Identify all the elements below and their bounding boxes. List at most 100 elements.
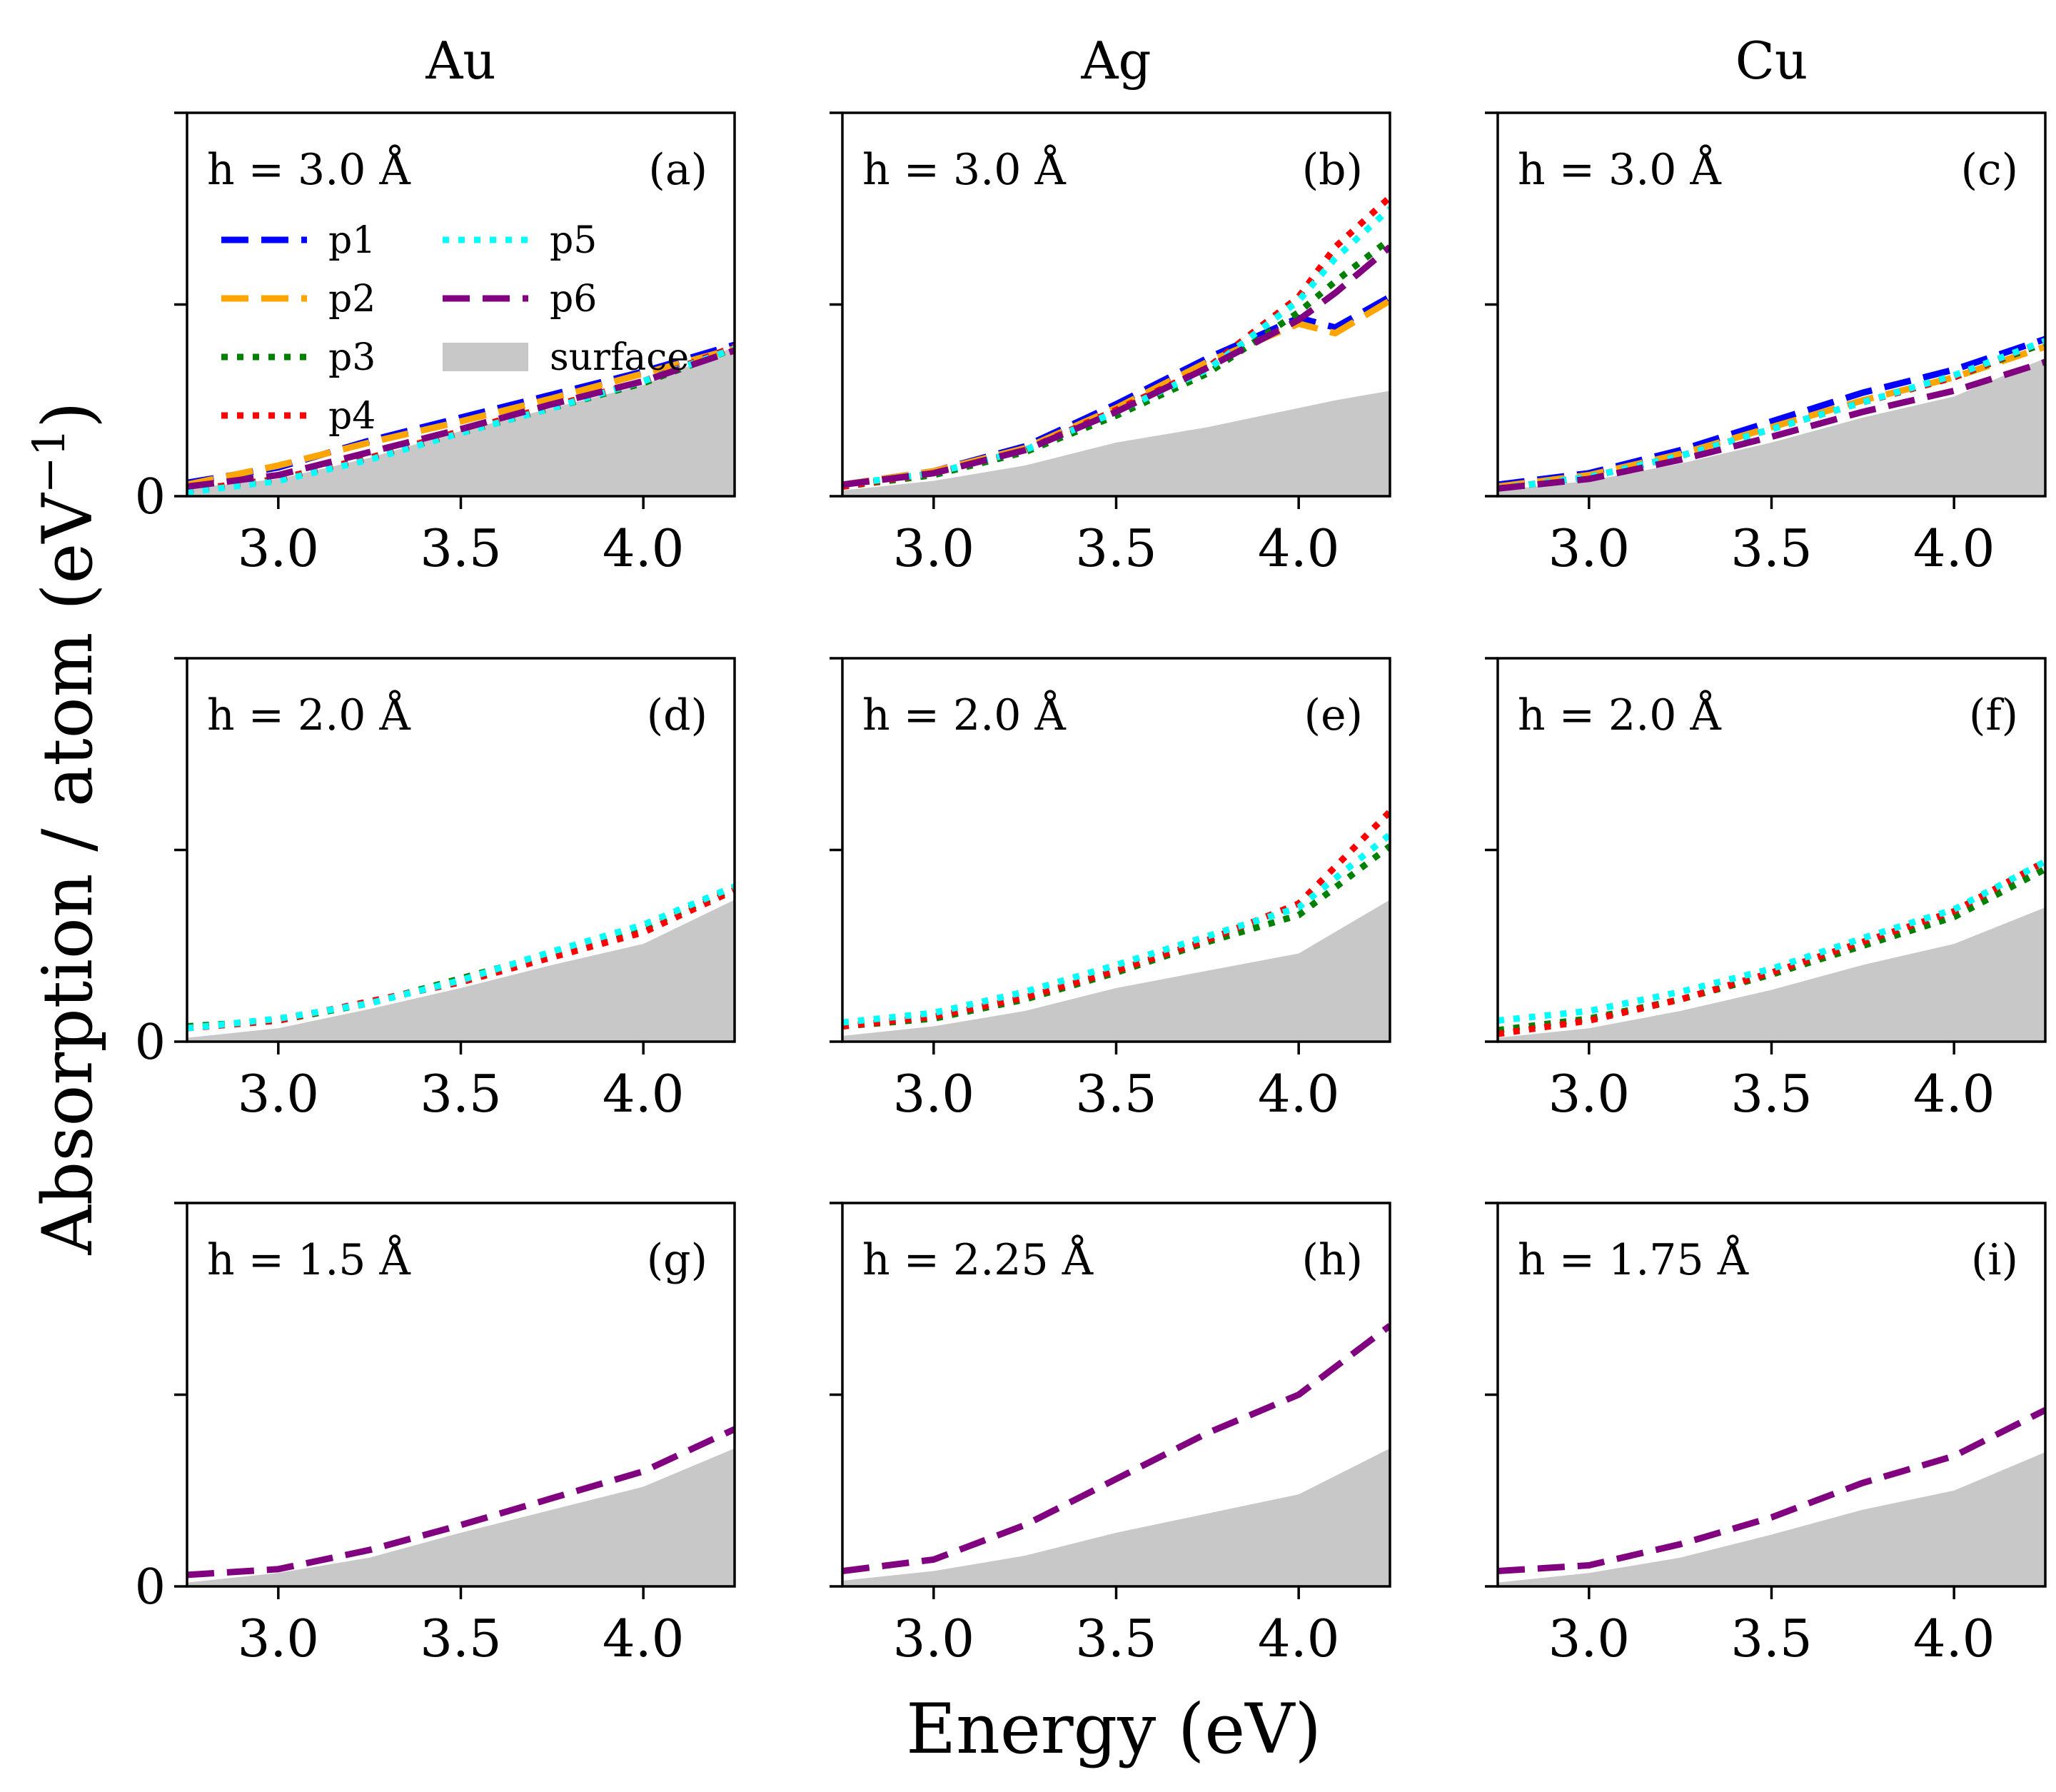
plot-area <box>187 883 735 1042</box>
legend-label-p4: p4 <box>328 395 376 438</box>
x-tick-label: 3.0 <box>1548 1064 1631 1124</box>
plot-area <box>842 194 1390 496</box>
panel-label: (e) <box>1304 690 1363 740</box>
column-title: Au <box>425 31 495 91</box>
height-annotation: h = 2.0 Å <box>207 690 411 740</box>
surface-area <box>1498 358 2045 496</box>
panel-label: (a) <box>648 145 707 195</box>
surface-area <box>1498 907 2045 1042</box>
panels: 0 3.0 3.5 4.0 h = 3.0 Å (a) 3.0 3.5 4.0 h = 3.0 Å… <box>135 111 2047 1668</box>
legend-label-p1: p1 <box>328 219 376 262</box>
legend-label-p2: p2 <box>328 278 376 321</box>
plot-area <box>842 1323 1390 1586</box>
x-tick-label: 3.0 <box>238 1064 320 1124</box>
legend-label-p5: p5 <box>550 219 597 262</box>
panel-f: 3.0 3.5 4.0 h = 2.0 Å (f) <box>1485 657 2047 1124</box>
height-annotation: h = 2.25 Å <box>862 1234 1094 1285</box>
y-axis-label-superscript: −1 <box>23 428 75 493</box>
series-line-p4 <box>842 194 1390 490</box>
plot-area <box>187 1426 735 1586</box>
x-tick-label: 3.0 <box>893 1064 975 1124</box>
x-tick-label: 4.0 <box>603 518 685 578</box>
panel-h: 3.0 3.5 4.0 h = 2.25 Å (h) <box>830 1202 1391 1668</box>
x-tick-label: 3.0 <box>893 1609 975 1668</box>
series-line-p2 <box>842 298 1390 488</box>
legend-swatch-surface <box>443 343 528 371</box>
plot-area <box>1498 336 2045 496</box>
y-axis-label: Absorption / atom (eV−1) <box>23 401 108 1255</box>
panel-e: 3.0 3.5 4.0 h = 2.0 Å (e) <box>830 657 1391 1124</box>
height-annotation: h = 1.75 Å <box>1518 1234 1749 1285</box>
plot-area <box>1498 858 2045 1042</box>
plot-area <box>187 341 735 496</box>
column-titles: Au Ag Cu <box>425 31 1808 91</box>
legend-label-p3: p3 <box>328 336 376 379</box>
series-line-p2 <box>1498 343 2045 490</box>
x-tick-label: 3.5 <box>1075 518 1157 578</box>
series-line-p6 <box>1498 358 2045 492</box>
x-tick-label: 4.0 <box>603 1064 685 1124</box>
series-line-p6 <box>187 1426 735 1579</box>
panel-a: 0 3.0 3.5 4.0 h = 3.0 Å (a) <box>135 111 736 578</box>
x-tick-label: 3.5 <box>420 1609 502 1668</box>
series-line-p6 <box>842 1323 1390 1574</box>
surface-area <box>187 346 735 496</box>
x-tick-label: 3.5 <box>420 1064 502 1124</box>
panel-g: 0 3.0 3.5 4.0 h = 1.5 Å (g) <box>135 1202 736 1668</box>
series-line-p3 <box>842 236 1390 490</box>
panel-label: (d) <box>647 690 707 740</box>
series-line-p3 <box>842 843 1390 1030</box>
plot-area <box>1498 1406 2045 1586</box>
x-tick-label: 3.5 <box>1730 1064 1813 1124</box>
x-tick-label: 4.0 <box>1258 518 1340 578</box>
x-tick-label: 4.0 <box>1258 1064 1340 1124</box>
panel-label: (c) <box>1961 145 2018 195</box>
panel-i: 3.0 3.5 4.0 h = 1.75 Å (i) <box>1485 1202 2047 1668</box>
series-line-p3 <box>1498 866 2045 1034</box>
surface-area <box>187 900 735 1042</box>
series-line-p6 <box>187 347 735 490</box>
x-tick-label: 3.0 <box>1548 518 1631 578</box>
plot-area <box>842 809 1390 1042</box>
x-tick-label: 4.0 <box>1913 1064 1995 1124</box>
x-tick-label: 3.5 <box>420 518 502 578</box>
panel-label: (b) <box>1302 145 1363 195</box>
panel-label: (f) <box>1969 690 2018 740</box>
x-tick-label: 3.5 <box>1075 1609 1157 1668</box>
height-annotation: h = 3.0 Å <box>862 144 1067 195</box>
x-tick-label: 4.0 <box>1258 1609 1340 1668</box>
y-tick-label: 0 <box>135 1559 166 1616</box>
y-axis-label-close: ) <box>28 401 108 428</box>
legend: p1 p2 p3 p4 p5 p6 surface <box>221 219 689 438</box>
x-tick-label: 3.5 <box>1075 1064 1157 1124</box>
series-line-p4 <box>1498 858 2045 1037</box>
x-tick-label: 3.0 <box>238 1609 320 1668</box>
panel-label: (i) <box>1971 1235 2018 1285</box>
y-axis-label-main: Absorption / atom (eV <box>28 493 108 1256</box>
series-line-p1 <box>842 293 1390 488</box>
surface-area <box>842 391 1390 496</box>
panel-label: (g) <box>647 1235 707 1285</box>
x-tick-label: 4.0 <box>1913 1609 1995 1668</box>
height-annotation: h = 2.0 Å <box>862 690 1067 740</box>
surface-area <box>842 900 1390 1042</box>
panel-d: 0 3.0 3.5 4.0 h = 2.0 Å (d) <box>135 657 736 1124</box>
x-tick-label: 4.0 <box>1913 518 1995 578</box>
panel-label: (h) <box>1302 1235 1363 1285</box>
legend-label-p6: p6 <box>550 278 597 321</box>
x-tick-label: 3.0 <box>238 518 320 578</box>
column-title: Ag <box>1080 31 1151 91</box>
height-annotation: h = 1.5 Å <box>207 1234 411 1285</box>
height-annotation: h = 3.0 Å <box>1518 144 1722 195</box>
x-tick-label: 4.0 <box>603 1609 685 1668</box>
series-line-p6 <box>1498 1406 2045 1575</box>
panel-c: 3.0 3.5 4.0 h = 3.0 Å (c) <box>1485 111 2047 578</box>
surface-area <box>187 1448 735 1586</box>
x-axis-label: Energy (eV) <box>906 1689 1321 1769</box>
x-tick-label: 3.0 <box>1548 1609 1631 1668</box>
x-tick-label: 3.5 <box>1730 1609 1813 1668</box>
legend-label-surface: surface <box>550 336 689 379</box>
series-line-p5 <box>842 832 1390 1026</box>
series-line-p6 <box>842 244 1390 488</box>
